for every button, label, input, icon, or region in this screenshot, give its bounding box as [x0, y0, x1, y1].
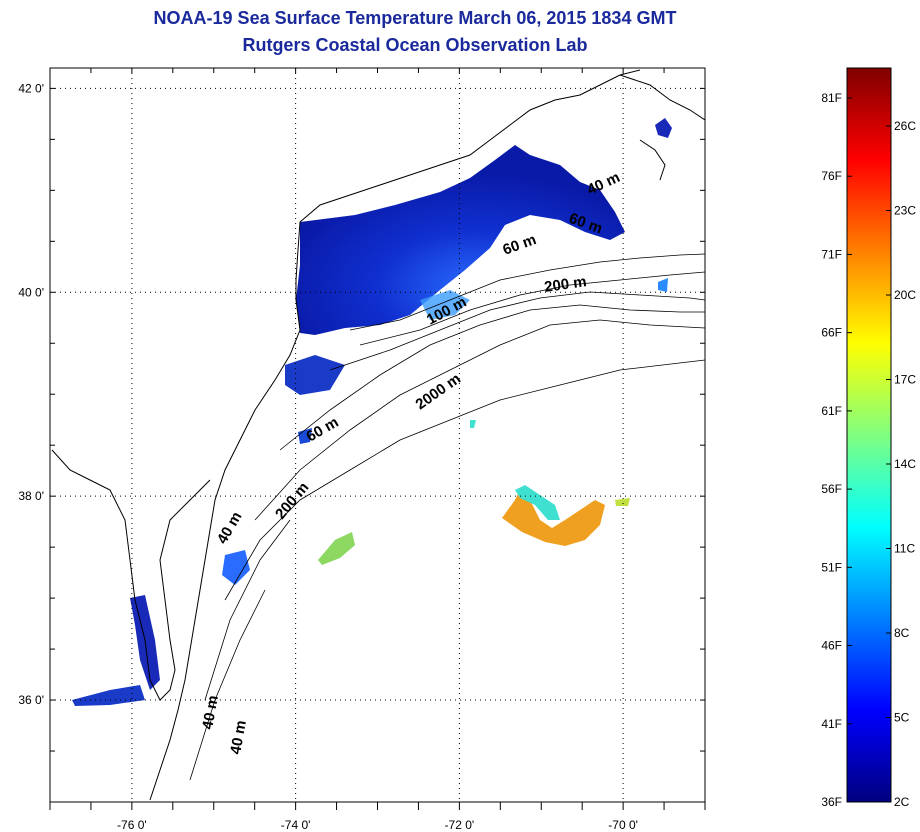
- colorbar-fahrenheit-label: 71F: [821, 247, 842, 261]
- colorbar-celsius-label: 17C: [894, 373, 916, 387]
- cape-cod-patch: [655, 118, 672, 138]
- contour-label: 40 m: [199, 694, 222, 731]
- map-axes: 42 0' 40 0' 38 0' 36 0' -76 0' -74 0' -72 0' -7…: [18, 68, 706, 832]
- colorbar: [846, 67, 892, 803]
- lon-tick-label: -76 0': [117, 818, 147, 832]
- offshore-patch: [658, 278, 668, 292]
- colorbar-celsius-label: 2C: [894, 795, 910, 809]
- colorbar-fahrenheit-label: 66F: [821, 326, 842, 340]
- lon-tick-label: -72 0': [445, 818, 475, 832]
- colorbar-fahrenheit-label: 76F: [821, 169, 842, 183]
- lon-tick-label: -70 0': [608, 818, 638, 832]
- coastal-patch: [222, 550, 250, 585]
- lon-tick-label: -74 0': [281, 818, 311, 832]
- eddy-patch-west: [318, 532, 355, 565]
- colorbar-fahrenheit-label: 41F: [821, 717, 842, 731]
- colorbar-fahrenheit-label: 51F: [821, 560, 842, 574]
- sound-region: [72, 685, 145, 706]
- contour-label: 200 m: [543, 273, 587, 296]
- gulfstream-edge: [515, 485, 560, 520]
- colorbar-fahrenheit-label: 46F: [821, 639, 842, 653]
- map-title: NOAA-19 Sea Surface Temperature March 06…: [153, 8, 677, 28]
- colorbar-celsius-label: 8C: [894, 626, 910, 640]
- colorbar-celsius-label: 20C: [894, 288, 916, 302]
- gulfstream-patch: [502, 490, 605, 546]
- colorbar-celsius-label: 14C: [894, 457, 916, 471]
- warm-patch: [420, 290, 470, 320]
- lat-tick-label: 42 0': [18, 81, 44, 95]
- small-warm-patch: [615, 498, 630, 506]
- lat-tick-label: 40 0': [18, 285, 44, 299]
- colorbar-celsius-label: 11C: [894, 542, 915, 556]
- small-cyan-patch: [470, 420, 476, 428]
- shelf-water-region: [296, 145, 625, 335]
- colorbar-fahrenheit-label: 61F: [821, 404, 842, 418]
- contour-label: 40 m: [227, 719, 250, 756]
- bathymetry-contours: [189, 253, 705, 781]
- colorbar-fahrenheit-label: 81F: [821, 91, 842, 105]
- bay-water-region: [285, 355, 345, 395]
- colorbar-celsius-label: 26C: [894, 119, 916, 133]
- colorbar-celsius-label: 23C: [894, 204, 916, 218]
- colorbar-fahrenheit-label: 56F: [821, 482, 842, 496]
- small-patch: [298, 428, 312, 444]
- colorbar-celsius-label: 5C: [894, 711, 910, 725]
- map-subtitle: Rutgers Coastal Ocean Observation Lab: [242, 35, 588, 55]
- colorbar-fahrenheit-label: 36F: [821, 795, 842, 809]
- colorbar-labels: 81F 76F 71F 66F 61F 56F 51F 46F 41F 36F 26C 23C 20C 1…: [821, 91, 916, 809]
- lat-tick-label: 38 0': [18, 489, 44, 503]
- graticule: [50, 68, 705, 802]
- lat-tick-label: 36 0': [18, 693, 44, 707]
